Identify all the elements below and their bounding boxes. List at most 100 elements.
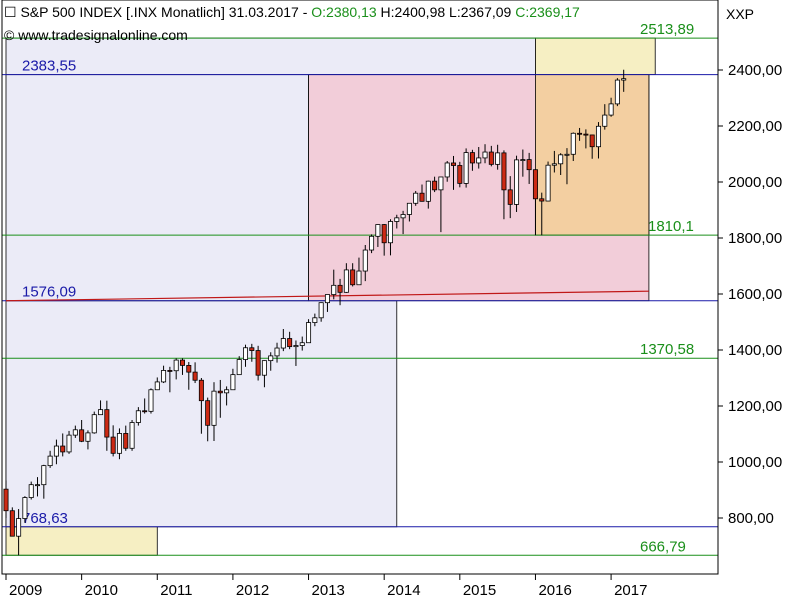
candle	[104, 400, 110, 451]
candle	[413, 190, 419, 206]
candle-body	[236, 359, 242, 376]
candle	[514, 155, 520, 212]
candle	[211, 382, 217, 441]
x-tick-label: 2013	[312, 582, 345, 599]
candle	[22, 496, 28, 523]
candle	[35, 477, 41, 497]
candle-body	[280, 338, 286, 349]
candle-body	[293, 345, 299, 348]
candle	[337, 278, 343, 306]
candle	[148, 388, 154, 414]
candle-body	[123, 433, 129, 449]
candle-body	[589, 134, 595, 148]
candle	[72, 425, 78, 438]
candle-body	[602, 114, 608, 127]
candle	[186, 362, 192, 390]
candle	[589, 134, 595, 159]
candle	[293, 340, 299, 366]
copyright-text: © www.tradesignalonline.com	[4, 27, 188, 43]
candle-body	[608, 103, 614, 116]
candle	[614, 78, 620, 107]
candle-body	[85, 432, 91, 442]
candle-body	[287, 338, 293, 348]
candle-body	[400, 214, 406, 219]
candle	[343, 263, 349, 293]
candle	[79, 420, 85, 443]
candle-body	[91, 414, 97, 434]
candle	[142, 398, 148, 414]
candle	[520, 149, 526, 177]
box-2009-2013-upper	[5, 74, 309, 302]
candle-body	[356, 270, 362, 286]
candle	[123, 425, 129, 451]
candle	[9, 507, 15, 537]
instrument-title: S&P 500 INDEX [.INX Monatlich] 31.03.201…	[20, 4, 308, 20]
candle	[230, 368, 236, 391]
candle-body	[249, 347, 255, 351]
candle	[444, 161, 450, 182]
candle-body	[243, 347, 249, 360]
candle-body	[362, 249, 368, 272]
y-tick-label: 2000,00	[728, 174, 782, 191]
candle	[3, 480, 9, 518]
candle-body	[331, 284, 337, 295]
candle	[116, 428, 122, 460]
candle	[280, 329, 286, 352]
x-tick-label: 2016	[538, 582, 571, 599]
candle	[161, 365, 167, 384]
candle	[375, 224, 381, 247]
candle	[268, 352, 274, 371]
open-value: O:2380,13	[311, 4, 377, 20]
candle-body	[41, 465, 47, 486]
x-tick-label: 2012	[236, 582, 269, 599]
candle-body	[167, 370, 173, 372]
candle-body	[98, 409, 104, 416]
candle-body	[3, 488, 9, 512]
candle-body	[488, 151, 494, 165]
candle	[419, 184, 425, 202]
candle	[539, 192, 545, 236]
candle-body	[425, 180, 431, 202]
candle-body	[255, 350, 261, 376]
candle	[356, 257, 362, 286]
candle	[243, 344, 249, 367]
y-tick-label: 1000,00	[728, 454, 782, 471]
candle	[532, 169, 538, 236]
x-tick-label: 2009	[9, 582, 42, 599]
candle	[179, 358, 185, 375]
candle	[476, 147, 482, 169]
candle-body	[135, 410, 141, 423]
level-label-768,63: 768,63	[22, 510, 68, 527]
candle	[551, 150, 557, 173]
candle-body	[161, 370, 167, 383]
candle	[362, 245, 368, 282]
candle	[438, 176, 444, 233]
x-tick-label: 2015	[463, 582, 496, 599]
candle	[545, 161, 551, 202]
chart-header: ☐ S&P 500 INDEX [.INX Monatlich] 31.03.2…	[4, 4, 580, 21]
level-label-1370,58: 1370,58	[640, 341, 694, 358]
candle	[608, 97, 614, 117]
candle	[255, 345, 261, 381]
y-tick-label: 1800,00	[728, 230, 782, 247]
candle-body	[501, 152, 507, 191]
candle	[129, 420, 135, 451]
candle-body	[142, 410, 148, 413]
candle-body	[179, 359, 185, 366]
checkbox-icon[interactable]: ☐	[4, 4, 17, 20]
candle-body	[577, 132, 583, 135]
candle-body	[47, 455, 53, 467]
candle-body	[350, 269, 356, 286]
candle-body	[564, 153, 570, 156]
candle	[236, 356, 242, 376]
close-value: C:2369,17	[515, 4, 580, 20]
y-tick-label: 1600,00	[728, 286, 782, 303]
candle	[369, 234, 375, 254]
candle	[41, 464, 47, 499]
candle-body	[558, 154, 564, 165]
candle-body	[375, 224, 381, 237]
candle	[501, 150, 507, 220]
level-label-666,79: 666,79	[640, 538, 686, 555]
